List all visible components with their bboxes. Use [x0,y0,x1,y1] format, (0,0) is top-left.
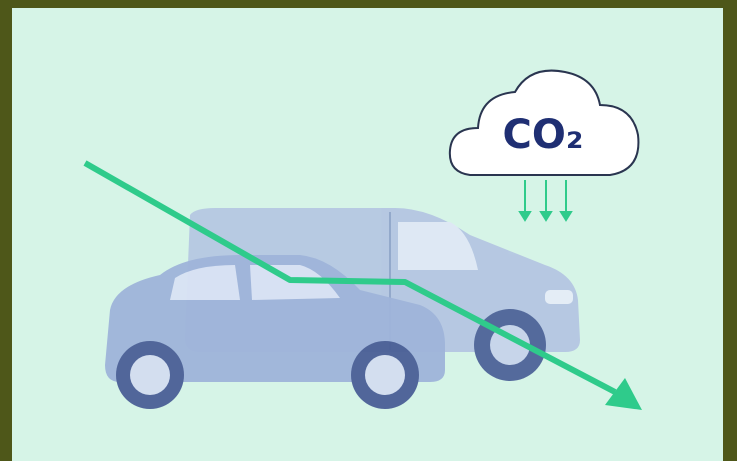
page: CO₂ (() => { const data = JSON.parse(doc… [0,0,737,461]
van-light [545,290,573,304]
car-hub-front [365,355,405,395]
car-hub-rear [130,355,170,395]
illustration: CO₂ [0,0,737,461]
cloud-label: CO₂ [503,112,584,158]
